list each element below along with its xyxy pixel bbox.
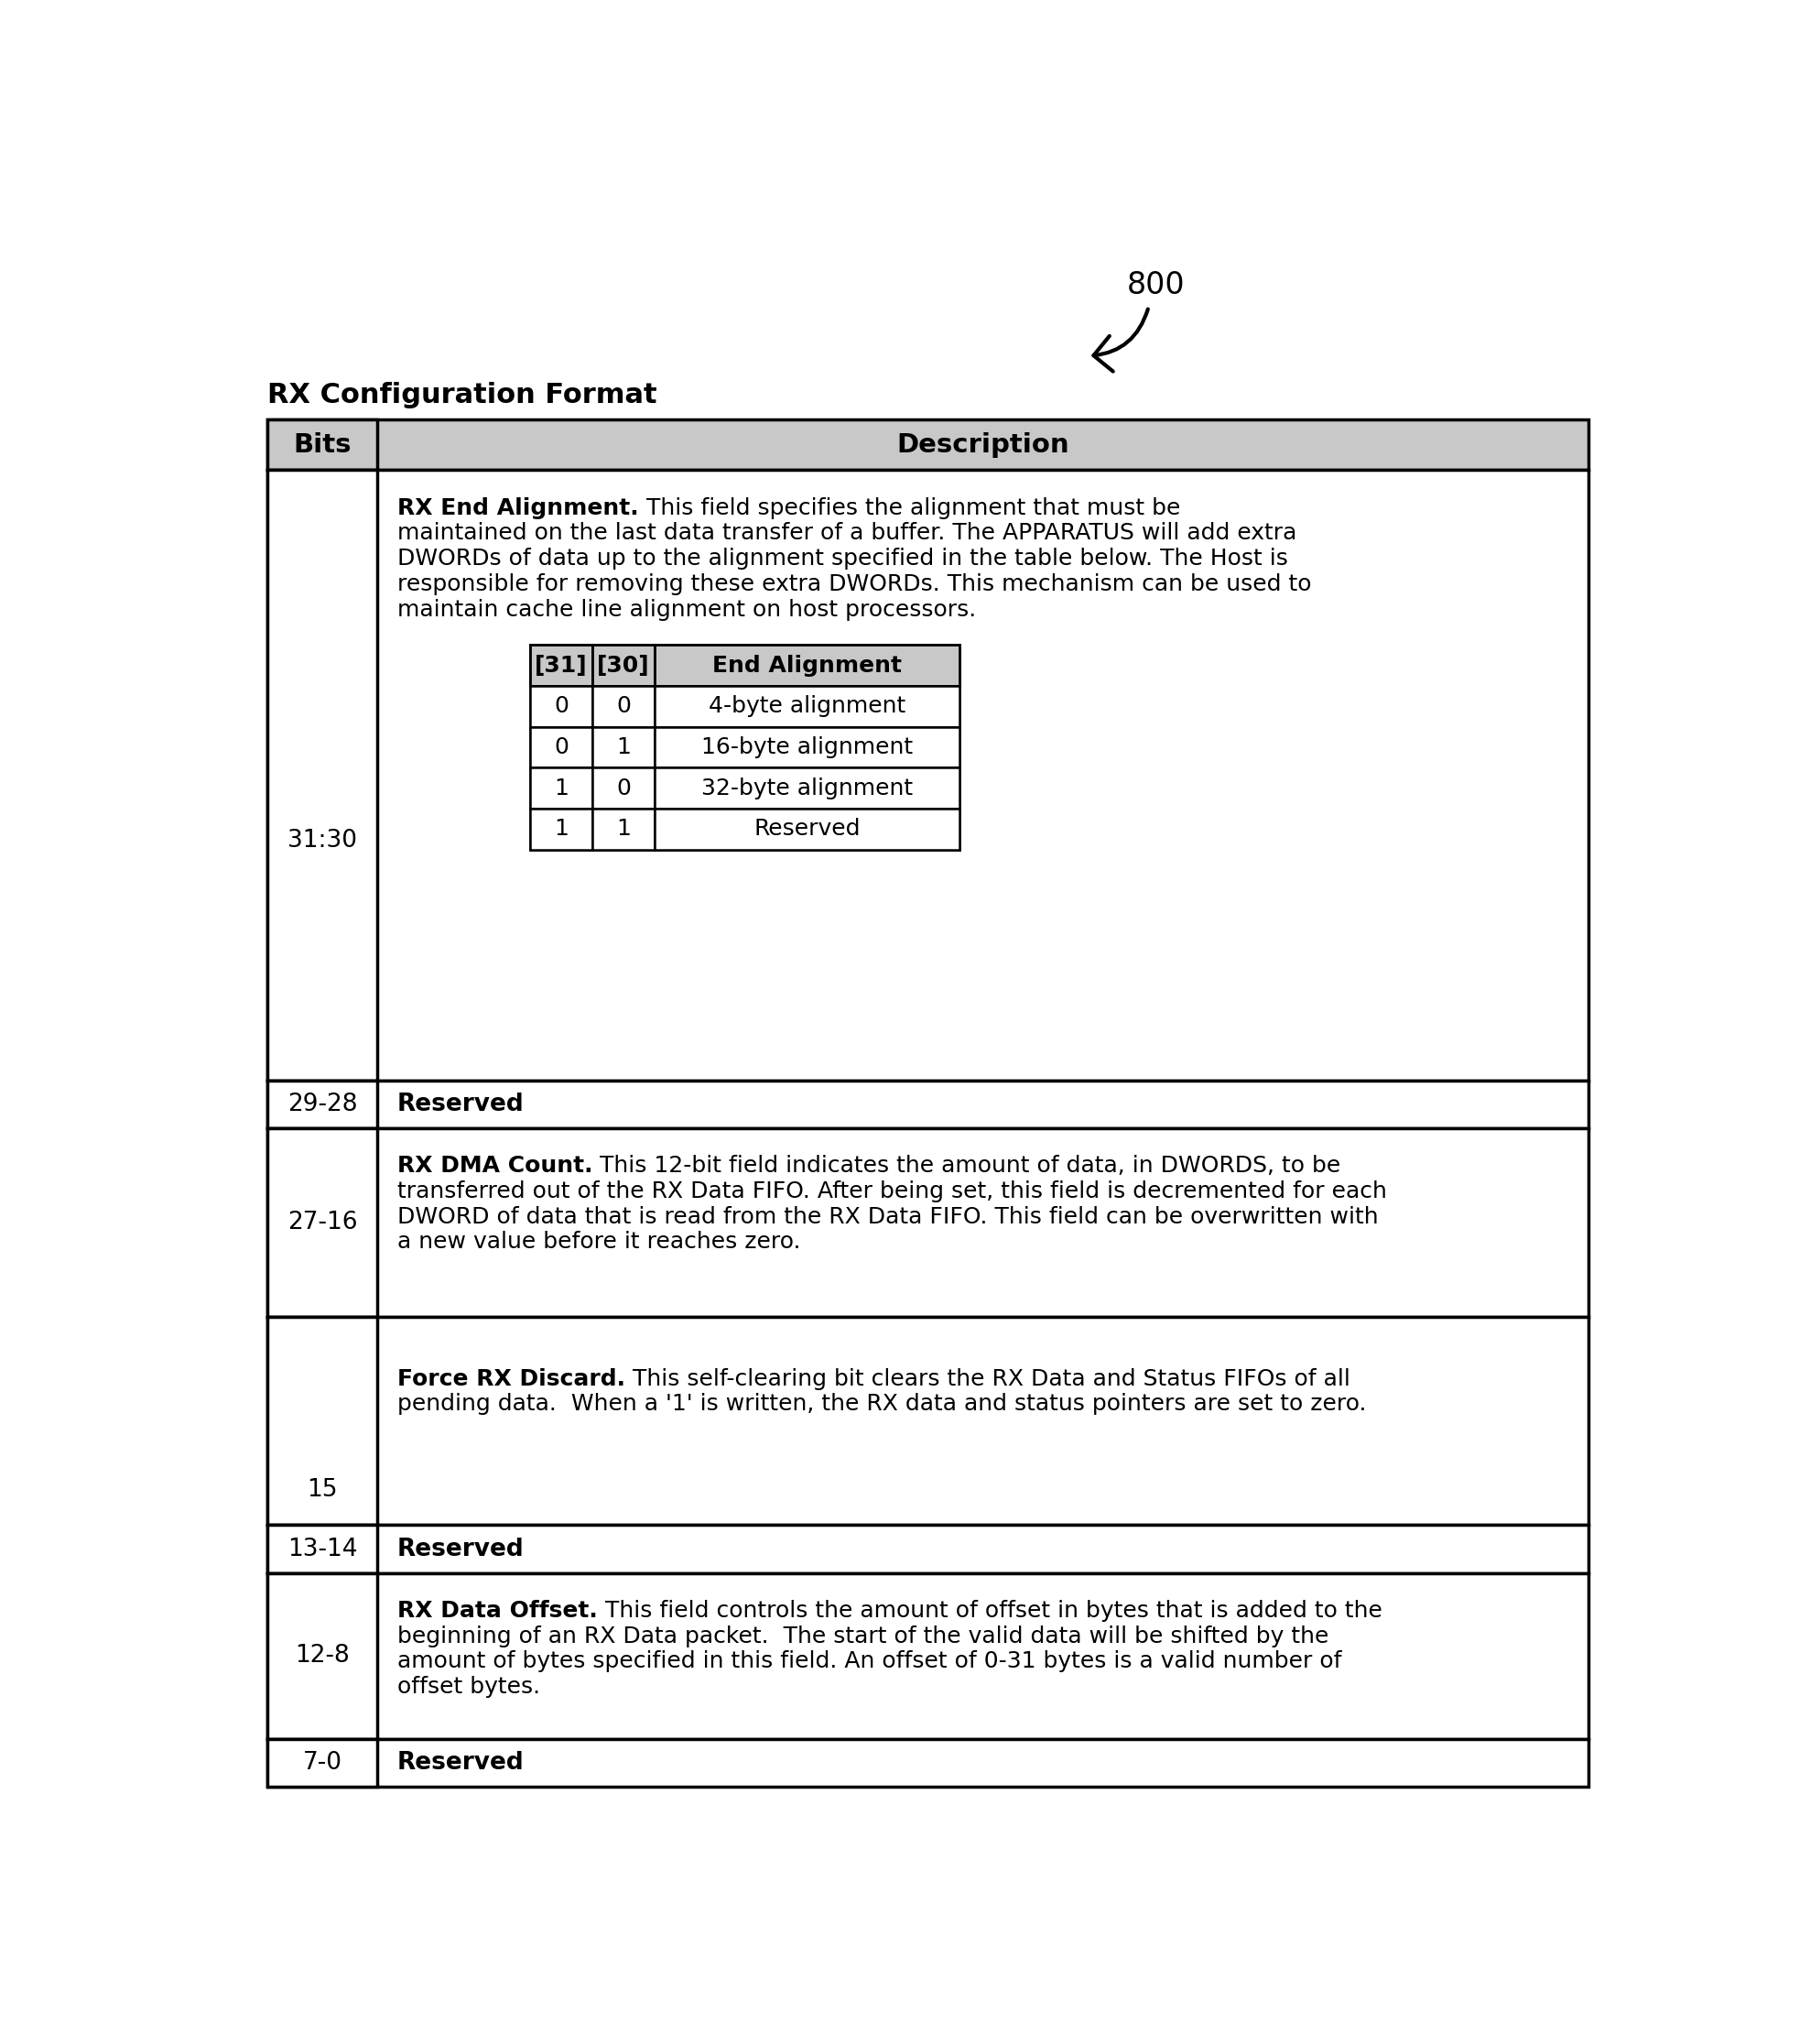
Text: 16-byte alignment: 16-byte alignment [702, 736, 914, 758]
Bar [530, 687, 592, 728]
Text: This field specifies the alignment that must be: This field specifies the alignment that … [639, 497, 1180, 519]
Bar [268, 470, 1589, 1079]
Bar [268, 1079, 376, 1128]
Text: RX DMA Count.: RX DMA Count. [396, 1155, 592, 1177]
Bar [592, 769, 655, 809]
Bar [268, 1574, 1589, 1739]
Text: 800: 800 [1126, 270, 1186, 300]
Text: beginning of an RX Data packet.  The start of the valid data will be shifted by : beginning of an RX Data packet. The star… [396, 1625, 1329, 1647]
Bar [268, 1316, 1589, 1525]
Text: Reserved: Reserved [396, 1537, 525, 1562]
Bar [268, 1574, 376, 1739]
Bar [530, 646, 592, 687]
Bar [268, 1079, 1589, 1128]
Text: 32-byte alignment: 32-byte alignment [702, 777, 914, 799]
Text: 27-16: 27-16 [288, 1210, 357, 1235]
Bar [592, 687, 655, 728]
Text: 15: 15 [308, 1478, 338, 1502]
Text: Reserved: Reserved [755, 818, 862, 840]
Text: DWORD of data that is read from the RX Data FIFO. This field can be overwritten : DWORD of data that is read from the RX D… [396, 1206, 1379, 1228]
Bar [530, 769, 959, 809]
Text: [30]: [30] [597, 654, 650, 677]
Text: maintained on the last data transfer of a buffer. The APPARATUS will add extra: maintained on the last data transfer of … [396, 523, 1296, 544]
Text: [31]: [31] [534, 654, 588, 677]
Bar [592, 646, 655, 687]
Text: offset bytes.: offset bytes. [396, 1676, 539, 1699]
Text: This field controls the amount of offset in bytes that is added to the: This field controls the amount of offset… [597, 1600, 1383, 1621]
Text: Reserved: Reserved [396, 1752, 525, 1774]
Text: responsible for removing these extra DWORDs. This mechanism can be used to: responsible for removing these extra DWO… [396, 572, 1312, 595]
Text: 4-byte alignment: 4-byte alignment [710, 695, 905, 717]
Bar [655, 646, 959, 687]
Bar [530, 646, 959, 687]
Text: pending data.  When a '1' is written, the RX data and status pointers are set to: pending data. When a '1' is written, the… [396, 1394, 1367, 1414]
Bar [268, 1525, 1589, 1574]
Bar [592, 728, 655, 769]
Text: a new value before it reaches zero.: a new value before it reaches zero. [396, 1230, 800, 1253]
Text: 0: 0 [617, 777, 632, 799]
Text: 0: 0 [617, 695, 632, 717]
Text: RX Data Offset.: RX Data Offset. [396, 1600, 597, 1621]
Bar [655, 687, 959, 728]
Text: This self-clearing bit clears the RX Data and Status FIFOs of all: This self-clearing bit clears the RX Dat… [624, 1367, 1350, 1390]
Text: Description: Description [896, 431, 1070, 458]
Text: RX Configuration Format: RX Configuration Format [268, 382, 657, 409]
Bar [268, 1525, 376, 1574]
Text: 12-8: 12-8 [295, 1643, 349, 1668]
Bar [268, 470, 376, 1079]
Text: 1: 1 [617, 736, 632, 758]
Bar [530, 809, 592, 850]
Bar [268, 1316, 376, 1525]
Text: End Alignment: End Alignment [713, 654, 901, 677]
Text: maintain cache line alignment on host processors.: maintain cache line alignment on host pr… [396, 599, 976, 621]
Bar [530, 728, 959, 769]
Text: transferred out of the RX Data FIFO. After being set, this field is decremented : transferred out of the RX Data FIFO. Aft… [396, 1179, 1386, 1202]
Bar [530, 728, 592, 769]
Text: amount of bytes specified in this field. An offset of 0-31 bytes is a valid numb: amount of bytes specified in this field.… [396, 1652, 1341, 1672]
Bar [592, 809, 655, 850]
Bar [268, 419, 1589, 470]
Text: 0: 0 [554, 736, 568, 758]
Text: 1: 1 [554, 777, 568, 799]
Bar [655, 728, 959, 769]
Text: 7-0: 7-0 [302, 1752, 342, 1774]
Text: 29-28: 29-28 [288, 1091, 357, 1116]
Text: 1: 1 [554, 818, 568, 840]
Text: Bits: Bits [293, 431, 351, 458]
Bar [530, 687, 959, 728]
Text: 1: 1 [617, 818, 632, 840]
Text: Force RX Discard.: Force RX Discard. [396, 1367, 624, 1390]
Bar [268, 419, 376, 470]
Bar [655, 769, 959, 809]
Bar [530, 809, 959, 850]
Bar [268, 1739, 1589, 1786]
Bar [655, 809, 959, 850]
Bar [530, 769, 592, 809]
Bar [268, 1128, 1589, 1316]
Bar [268, 1128, 376, 1316]
Text: 13-14: 13-14 [288, 1537, 357, 1562]
Text: DWORDs of data up to the alignment specified in the table below. The Host is: DWORDs of data up to the alignment speci… [396, 548, 1289, 570]
Text: This 12-bit field indicates the amount of data, in DWORDS, to be: This 12-bit field indicates the amount o… [592, 1155, 1341, 1177]
FancyArrowPatch shape [1093, 309, 1148, 372]
Text: 0: 0 [554, 695, 568, 717]
Bar [268, 1739, 376, 1786]
Text: RX End Alignment.: RX End Alignment. [396, 497, 639, 519]
Text: 31:30: 31:30 [288, 828, 357, 852]
Text: Reserved: Reserved [396, 1091, 525, 1116]
